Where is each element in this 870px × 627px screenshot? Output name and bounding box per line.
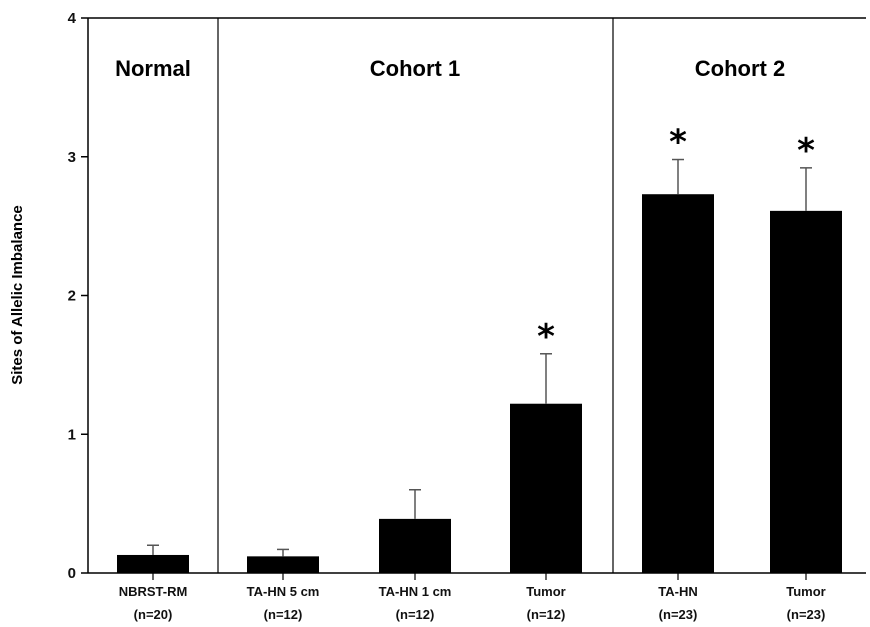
y-tick-label: 0 xyxy=(68,565,76,582)
y-tick-label: 2 xyxy=(68,288,76,305)
bar xyxy=(117,554,189,573)
bars: * * * xyxy=(117,123,842,574)
section-label: Cohort 2 xyxy=(695,56,785,81)
category-n-label: (n=12) xyxy=(264,607,303,622)
section-label: Normal xyxy=(115,56,191,81)
significance-star: * xyxy=(797,131,815,171)
y-tick-label: 3 xyxy=(68,149,76,166)
bar xyxy=(379,518,451,573)
category-label: TA-HN xyxy=(658,584,697,599)
section-label: Cohort 1 xyxy=(370,56,460,81)
category-label: NBRST-RM xyxy=(119,584,188,599)
axes: 0 1 2 3 4 xyxy=(68,10,866,582)
section-labels: Normal Cohort 1 Cohort 2 xyxy=(115,56,785,81)
bar xyxy=(247,556,319,573)
bar xyxy=(770,210,842,574)
category-label: TA-HN 1 cm xyxy=(379,584,452,599)
significance-star: * xyxy=(669,123,687,163)
category-n-label: (n=12) xyxy=(527,607,566,622)
significance-star: * xyxy=(537,317,555,357)
category-n-label: (n=12) xyxy=(396,607,435,622)
bar xyxy=(510,403,582,573)
category-label: Tumor xyxy=(526,584,565,599)
category-labels: NBRST-RM (n=20) TA-HN 5 cm (n=12) TA-HN 1 cm… xyxy=(119,584,826,622)
category-n-label: (n=23) xyxy=(787,607,826,622)
category-n-label: (n=23) xyxy=(659,607,698,622)
category-n-label: (n=20) xyxy=(134,607,173,622)
category-label: Tumor xyxy=(786,584,825,599)
bar xyxy=(642,194,714,573)
y-tick-label: 4 xyxy=(68,10,77,27)
y-tick-label: 1 xyxy=(68,426,76,443)
y-axis-title: Sites of Allelic Imbalance xyxy=(9,205,26,385)
category-label: TA-HN 5 cm xyxy=(247,584,320,599)
